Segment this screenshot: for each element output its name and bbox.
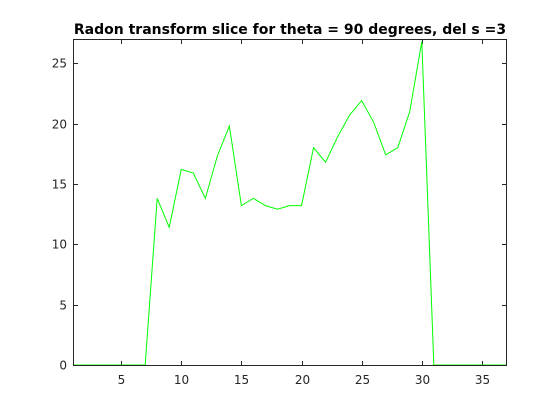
y-tick-label: 25	[52, 57, 67, 71]
y-tick-label: 15	[52, 178, 67, 192]
chart-title: Radon transform slice for theta = 90 deg…	[74, 22, 506, 38]
x-tick-label: 20	[295, 373, 310, 387]
x-tick-label: 10	[174, 373, 189, 387]
series-line	[73, 41, 506, 366]
x-tick-label: 30	[415, 373, 430, 387]
x-tick-label: 15	[234, 373, 249, 387]
plot-frame	[73, 39, 507, 366]
y-tick-label: 10	[52, 238, 67, 252]
y-tick-label: 5	[59, 299, 67, 313]
x-tick-label: 25	[355, 373, 370, 387]
x-tick-label: 5	[118, 373, 126, 387]
y-tick-label: 20	[52, 118, 67, 132]
x-tick-label: 35	[475, 373, 490, 387]
y-tick-label: 0	[59, 359, 67, 373]
